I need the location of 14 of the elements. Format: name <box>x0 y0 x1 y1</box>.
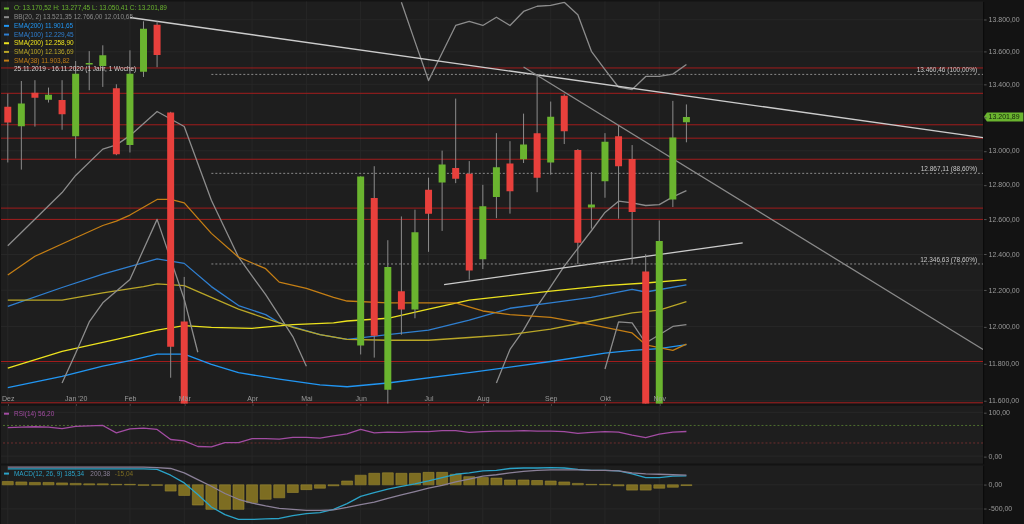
candlestick <box>682 103 690 143</box>
line-series <box>7 258 688 340</box>
candlestick <box>4 93 12 163</box>
line-series <box>7 283 688 341</box>
line-series <box>7 278 688 369</box>
candlestick <box>520 113 528 164</box>
candlestick <box>58 79 66 131</box>
candlestick <box>425 177 433 253</box>
line-series <box>7 424 688 448</box>
line-series <box>7 466 688 521</box>
candlestick <box>17 80 25 171</box>
line-series <box>7 198 688 352</box>
line-series <box>7 466 688 511</box>
candlestick <box>31 79 39 128</box>
